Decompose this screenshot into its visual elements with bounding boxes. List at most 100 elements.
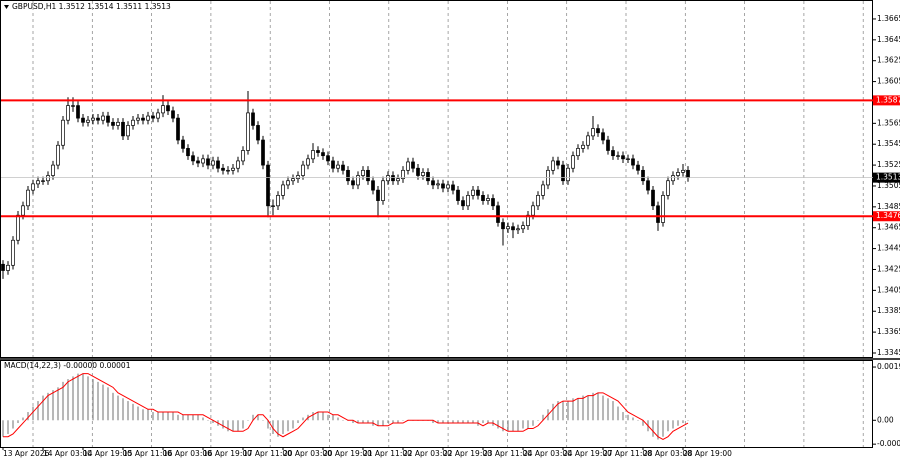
candle-body — [121, 121, 125, 137]
macd-bar — [67, 379, 69, 421]
candle-body — [251, 112, 255, 126]
macd-bar — [402, 420, 404, 421]
candle-body — [451, 184, 455, 191]
candle-body — [316, 150, 320, 153]
y-tick-label: 0.00 — [877, 415, 894, 424]
candle-body — [496, 205, 500, 223]
macd-bar — [442, 420, 444, 424]
candle-body — [256, 125, 260, 141]
candle-body — [166, 105, 170, 112]
y-tick-label: 1.3525 — [877, 160, 900, 169]
y-tick-label: 1.3565 — [877, 118, 900, 127]
candle-body — [381, 180, 385, 201]
candle-body — [146, 115, 150, 121]
candle-body — [416, 167, 420, 176]
candle-body — [571, 155, 575, 169]
candle-body — [66, 105, 70, 121]
candle-body — [116, 121, 120, 126]
candle-body — [681, 169, 685, 173]
macd-bar — [202, 417, 204, 421]
candle-body — [46, 175, 50, 182]
macd-bar — [352, 420, 354, 424]
macd-bar — [587, 395, 589, 421]
candle-body — [676, 172, 680, 176]
macd-bar — [32, 406, 34, 421]
macd-bar — [117, 395, 119, 421]
macd-bar — [42, 395, 44, 421]
y-tick-label: 1.3545 — [877, 139, 900, 148]
macd-bar — [132, 403, 134, 421]
macd-bar — [242, 420, 244, 429]
candle-body — [391, 175, 395, 182]
macd-bar — [177, 414, 179, 421]
macd-bar — [237, 420, 239, 432]
candle-body — [351, 180, 355, 186]
macd-bar — [17, 420, 19, 424]
last-price-label: 1.3513 — [876, 173, 900, 182]
macd-bar — [227, 420, 229, 432]
candle-body — [346, 169, 350, 182]
candle-body — [21, 205, 25, 216]
candle-body — [481, 195, 485, 201]
macd-bar — [182, 414, 184, 421]
macd-bar — [522, 420, 524, 429]
macd-bar — [597, 392, 599, 421]
candle-body — [541, 184, 545, 196]
macd-bar — [287, 420, 289, 432]
macd-bar — [382, 420, 384, 426]
candle-body — [336, 164, 340, 169]
candle-body — [81, 117, 85, 123]
candle-body — [106, 115, 110, 123]
x-tick-label: 16 Apr 03:00 — [163, 449, 212, 458]
macd-bar — [357, 420, 359, 424]
y-tick-label: 0.00194 — [877, 362, 900, 371]
macd-bar — [557, 401, 559, 421]
candle-body — [551, 160, 555, 171]
macd-bar — [137, 406, 139, 421]
candle-body — [141, 117, 145, 121]
candle-body — [611, 150, 615, 157]
macd-bar — [232, 420, 234, 432]
candle-body — [626, 158, 630, 160]
macd-bar — [317, 412, 319, 421]
candle-body — [441, 183, 445, 189]
candle-body — [231, 167, 235, 171]
macd-bar — [487, 420, 489, 424]
macd-bar — [527, 420, 529, 429]
macd-bar — [332, 414, 334, 421]
macd-bar — [392, 420, 394, 424]
candle-body — [396, 178, 400, 182]
candle-body — [356, 175, 360, 186]
candle-body — [171, 110, 175, 119]
macd-bar — [112, 392, 114, 421]
macd-bar — [272, 420, 274, 435]
macd-bar — [552, 403, 554, 421]
candle-body — [91, 117, 95, 121]
y-tick-label: 1.3625 — [877, 56, 900, 65]
candle-body — [296, 175, 300, 180]
x-tick-label: 24 Apr 03:00 — [523, 449, 572, 458]
candle-body — [591, 128, 595, 137]
macd-title: MACD(14,22,3) -0.00000 0.00001 — [4, 361, 131, 370]
last-price-box — [873, 172, 900, 183]
macd-bar — [532, 420, 534, 426]
candle-body — [16, 214, 20, 241]
candle-body — [111, 121, 115, 126]
macd-bar — [142, 409, 144, 421]
macd-bar — [322, 412, 324, 421]
x-tick-label: 22 Apr 19:00 — [443, 449, 492, 458]
chart-title: GBPUSD,H1 1.3512 1.3514 1.3511 1.3513 — [12, 2, 171, 11]
symbol-menu-arrow[interactable] — [4, 5, 9, 9]
x-tick-label: 28 Apr 19:00 — [683, 449, 732, 458]
candle-body — [601, 132, 605, 141]
macd-bar — [262, 420, 264, 421]
candle-body — [366, 169, 370, 182]
macd-bar — [387, 420, 389, 424]
candle-body — [191, 155, 195, 162]
candle-body — [261, 139, 265, 166]
macd-bar — [362, 420, 364, 424]
candle-body — [426, 172, 430, 182]
macd-bar — [2, 420, 4, 437]
macd-bar — [207, 420, 209, 421]
macd-bar — [192, 414, 194, 421]
